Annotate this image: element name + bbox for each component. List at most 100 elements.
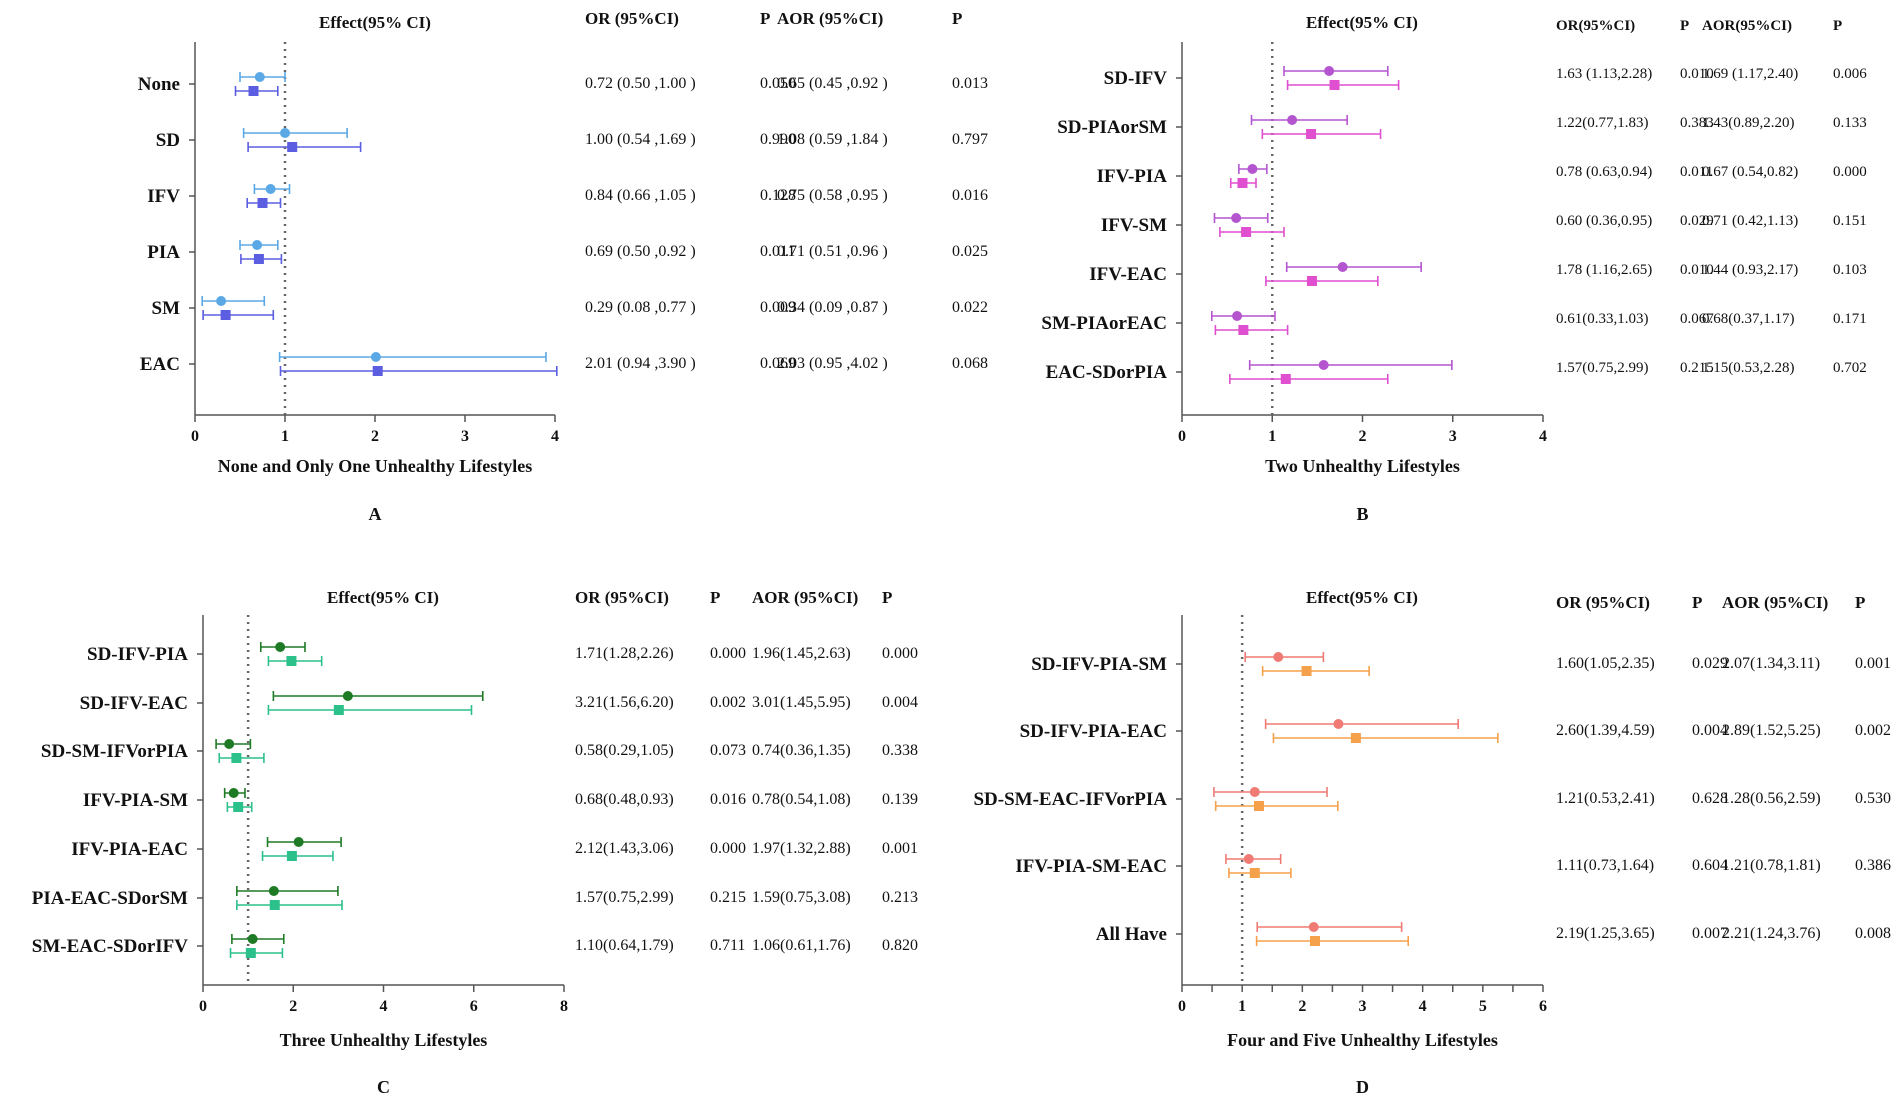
- or-value: 0.78 (0.63,0.94): [1556, 164, 1652, 180]
- aor-p-value: 0.530: [1855, 790, 1891, 807]
- table-header: OR (95%CI): [575, 588, 669, 607]
- aor-value: 1.69 (1.17,2.40): [1702, 66, 1798, 82]
- panel-c: 0 2 4 6 8 Effect(95% CI) Three Unhealthy Lifes…: [32, 588, 918, 1097]
- or-p-value: 0.002: [710, 694, 746, 711]
- row-label: SD-SM-EAC-IFVorPIA: [973, 789, 1167, 810]
- aor-p-value: 0.151: [1833, 213, 1867, 229]
- or-p-value: 0.011: [760, 243, 795, 260]
- aor-value: 0.68(0.37,1.17): [1702, 311, 1795, 327]
- or-point: [252, 240, 263, 250]
- or-p-value: 0.007: [1692, 925, 1728, 942]
- or-value: 0.72 (0.50 ,1.00 ): [585, 75, 696, 92]
- or-p-value: 0.050: [760, 75, 796, 92]
- aor-point: [248, 86, 259, 96]
- or-value: 1.71(1.28,2.26): [575, 645, 674, 662]
- or-p-value: 0.711: [710, 937, 745, 954]
- aor-point: [1280, 374, 1291, 384]
- or-value: 1.63 (1.13,2.28): [1556, 66, 1652, 82]
- row-label: IFV-PIA-SM: [83, 790, 188, 811]
- x-tick-label: 2: [371, 428, 379, 445]
- row-label: SD-IFV: [1104, 68, 1168, 89]
- or-point: [268, 886, 279, 896]
- aor-point: [372, 366, 383, 376]
- aor-p-value: 0.133: [1833, 115, 1867, 131]
- or-point: [1249, 787, 1260, 797]
- x-tick-label: 4: [1539, 428, 1547, 445]
- or-point: [224, 739, 235, 749]
- aor-point: [286, 656, 297, 666]
- or-point: [265, 184, 276, 194]
- table-header: P: [1833, 18, 1842, 34]
- aor-p-value: 0.000: [882, 645, 918, 662]
- or-p-value: 0.215: [710, 889, 746, 906]
- aor-point: [1306, 276, 1317, 286]
- or-value: 0.69 (0.50 ,0.92 ): [585, 243, 696, 260]
- aor-point: [253, 254, 264, 264]
- or-value: 0.60 (0.36,0.95): [1556, 213, 1652, 229]
- aor-point: [245, 948, 256, 958]
- aor-point: [1350, 733, 1361, 743]
- aor-p-value: 0.001: [882, 840, 918, 857]
- forest-row: SD-IFV-PIA 1.71(1.28,2.26) 0.000 1.96(1.45,…: [87, 642, 918, 666]
- effect-title: Effect(95% CI): [327, 588, 439, 607]
- or-point: [1273, 652, 1284, 662]
- x-tick-label: 2: [1359, 428, 1367, 445]
- x-tick-label: 8: [560, 998, 568, 1015]
- forest-row: SD-SM-IFVorPIA 0.58(0.29,1.05) 0.073 0.74(0…: [41, 739, 918, 763]
- aor-p-value: 0.006: [1833, 66, 1867, 82]
- aor-point: [1254, 801, 1265, 811]
- x-tick-label: 1: [1268, 428, 1276, 445]
- aor-value: 0.78(0.54,1.08): [752, 791, 851, 808]
- aor-point: [1241, 227, 1252, 237]
- or-p-value: 0.628: [1692, 790, 1728, 807]
- x-tick-label: 4: [1419, 998, 1427, 1015]
- aor-point: [269, 900, 280, 910]
- x-tick-label: 3: [1359, 998, 1367, 1015]
- aor-point: [1301, 666, 1312, 676]
- table-header: P: [952, 9, 962, 28]
- x-tick-label: 5: [1479, 998, 1487, 1015]
- table-header: P: [1855, 593, 1865, 612]
- or-point: [247, 934, 258, 944]
- aor-value: 0.67 (0.54,0.82): [1702, 164, 1798, 180]
- forest-row: SD-IFV-PIA-EAC 2.60(1.39,4.59) 0.0042.89(1…: [1020, 719, 1891, 743]
- or-p-value: 0.004: [1692, 722, 1728, 739]
- forest-row: SM-EAC-SDorIFV 1.10(0.64,1.79) 0.711 1.06(0…: [32, 934, 918, 958]
- row-label: SD-IFV-PIA-SM: [1031, 654, 1167, 675]
- aor-point: [257, 198, 268, 208]
- aor-point: [1237, 178, 1248, 188]
- panel-label: A: [369, 504, 382, 524]
- aor-value: 0.34 (0.09 ,0.87 ): [777, 299, 888, 316]
- aor-value: 1.43(0.89,2.20): [1702, 115, 1795, 131]
- aor-point: [231, 753, 242, 763]
- aor-value: 2.89(1.52,5.25): [1722, 722, 1821, 739]
- aor-point: [1309, 936, 1320, 946]
- aor-p-value: 0.022: [952, 299, 988, 316]
- aor-p-value: 0.025: [952, 243, 988, 260]
- aor-value: 1.06(0.61,1.76): [752, 937, 851, 954]
- table-header: AOR(95%CI): [1702, 18, 1792, 34]
- table-header: P: [882, 588, 892, 607]
- x-tick-label: 6: [470, 998, 478, 1015]
- or-value: 0.61(0.33,1.03): [1556, 311, 1649, 327]
- or-point: [1287, 115, 1298, 125]
- table-header: AOR (95%CI): [752, 588, 858, 607]
- aor-point: [1329, 80, 1340, 90]
- row-label: EAC: [140, 354, 180, 375]
- aor-point: [220, 310, 231, 320]
- or-point: [216, 296, 227, 306]
- row-label: IFV-EAC: [1089, 264, 1167, 285]
- row-label: SD-SM-IFVorPIA: [41, 741, 188, 762]
- or-p-value: 0.029: [1692, 655, 1728, 672]
- aor-point: [333, 705, 344, 715]
- x-tick-label: 3: [1449, 428, 1457, 445]
- panel-a: 0 1 2 3 4 Effect(95% CI) None and Only One Unh…: [138, 9, 988, 524]
- or-value: 1.10(0.64,1.79): [575, 937, 674, 954]
- or-point: [1232, 311, 1243, 321]
- x-tick-label: 2: [289, 998, 297, 1015]
- aor-p-value: 0.103: [1833, 262, 1867, 278]
